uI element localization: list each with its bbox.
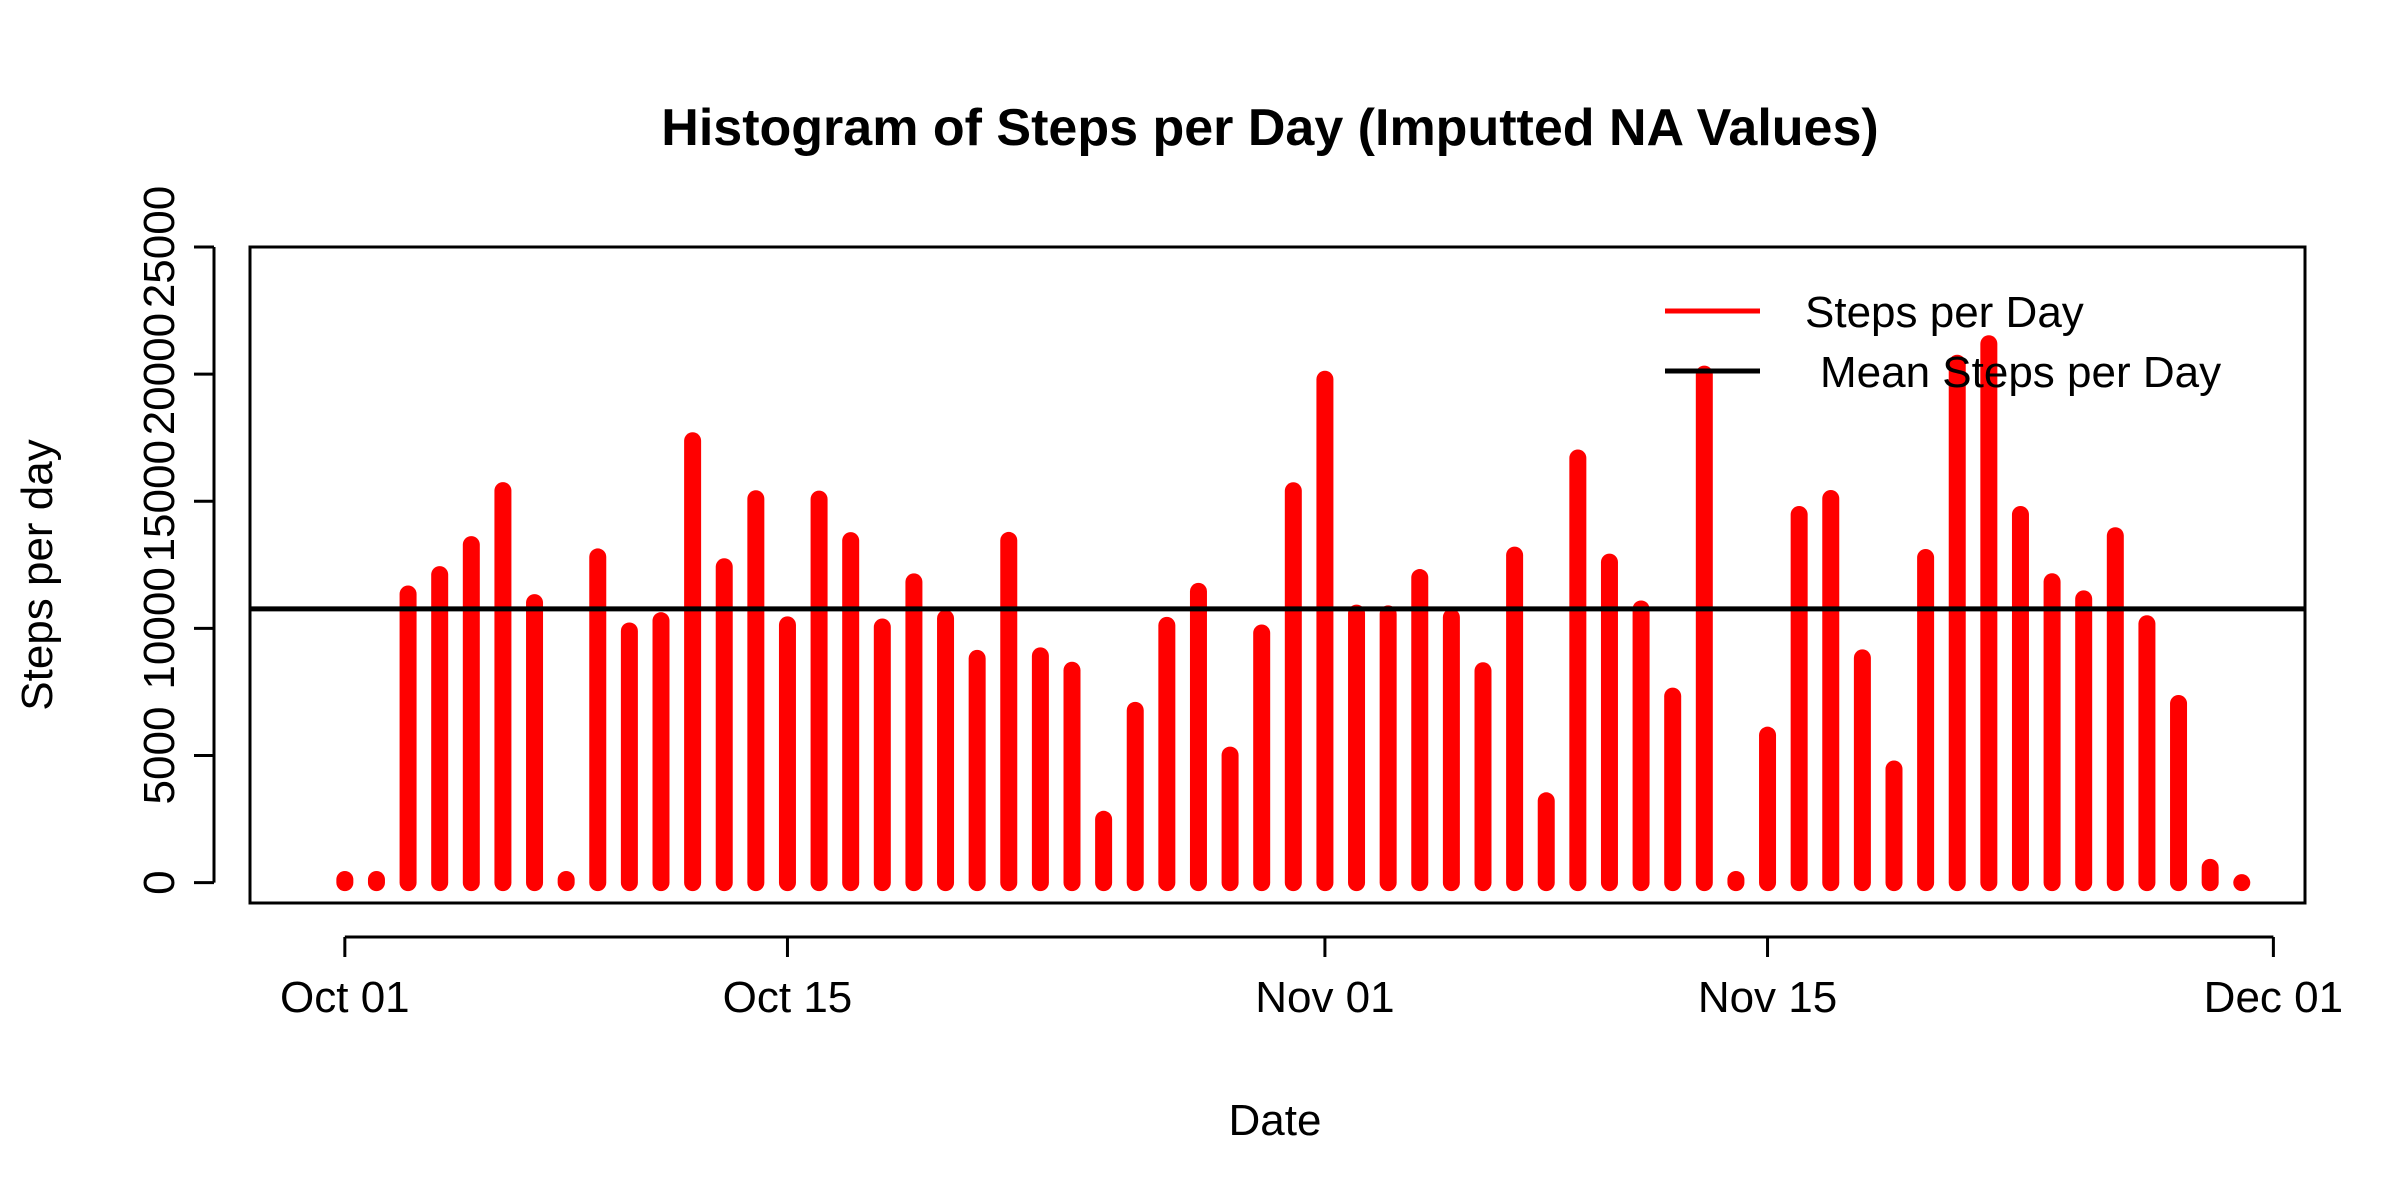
bars-group [336, 335, 2251, 892]
y-tick-label-0: 0 [135, 870, 184, 894]
x-tick-label-2012-11-15: Nov 15 [1698, 973, 1837, 1022]
y-tick-label-25000: 25000 [135, 186, 184, 308]
legend: Steps per Day Mean Steps per Day [1665, 288, 2221, 397]
x-tick-label-2012-12-01: Dec 01 [2204, 973, 2343, 1022]
plot-frame [248, 245, 2307, 905]
legend-label-steps: Steps per Day [1805, 288, 2084, 337]
chart-title: Histogram of Steps per Day (Imputted NA … [661, 99, 1878, 157]
y-tick-label-10000: 10000 [135, 567, 184, 689]
x-tick-label-2012-10-01: Oct 01 [280, 973, 410, 1022]
x-axis-label: Date [1229, 1096, 1322, 1145]
x-tick-label-2012-10-15: Oct 15 [723, 973, 853, 1022]
x-axis: Oct 01 Oct 15 Nov 01 Nov 15 Dec 01 [280, 935, 2343, 1022]
legend-label-mean: Mean Steps per Day [1820, 348, 2221, 397]
y-axis: 0 5000 10000 15000 20000 25000 [135, 186, 216, 895]
y-tick-label-20000: 20000 [135, 313, 184, 435]
y-axis-label: Steps per day [13, 439, 62, 711]
y-tick-label-5000: 5000 [135, 707, 184, 805]
x-tick-label-2012-11-01: Nov 01 [1255, 973, 1394, 1022]
y-tick-label-15000: 15000 [135, 440, 184, 562]
